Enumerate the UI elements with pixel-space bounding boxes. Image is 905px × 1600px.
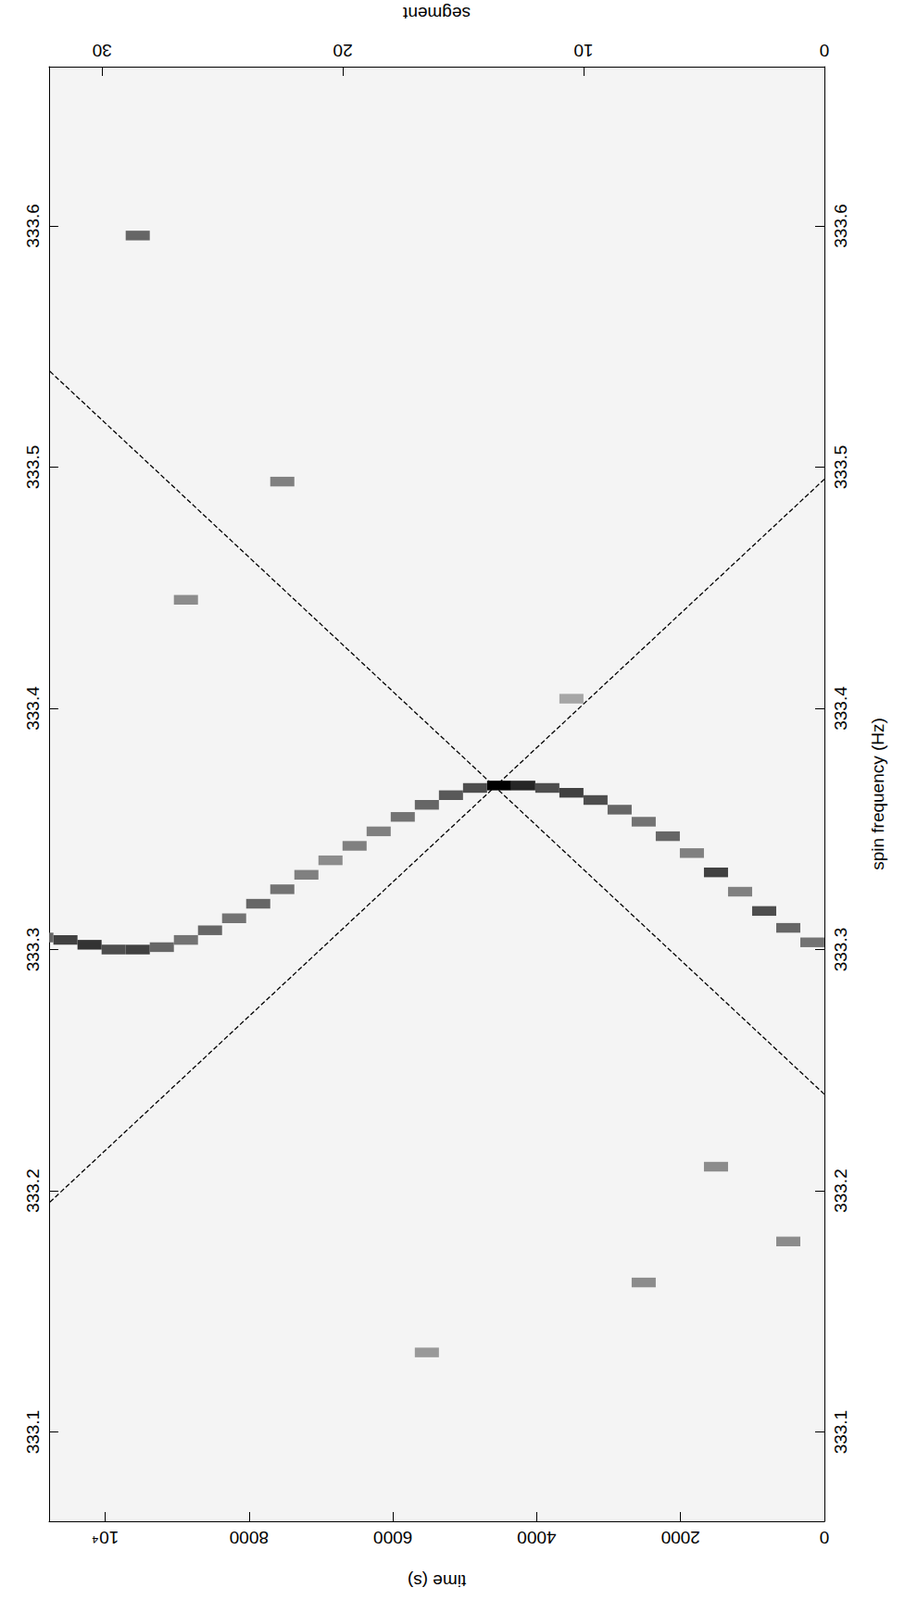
svg-text:6000: 6000 — [373, 1528, 413, 1548]
svg-text:333.3: 333.3 — [23, 928, 43, 973]
svg-text:spin frequency (Hz): spin frequency (Hz) — [867, 717, 888, 871]
svg-text:segment: segment — [402, 3, 471, 24]
svg-text:30: 30 — [92, 40, 113, 61]
svg-text:333.2: 333.2 — [830, 1168, 851, 1214]
svg-text:333.4: 333.4 — [23, 686, 43, 731]
svg-text:333.5: 333.5 — [830, 445, 851, 491]
svg-text:333.2: 333.2 — [23, 1168, 43, 1214]
svg-text:10: 10 — [573, 40, 593, 61]
svg-text:8000: 8000 — [229, 1528, 269, 1548]
svg-text:333.5: 333.5 — [23, 445, 43, 491]
svg-text:20: 20 — [333, 40, 353, 61]
svg-text:0: 0 — [819, 1528, 830, 1548]
svg-text:333.6: 333.6 — [830, 203, 851, 249]
svg-text:10⁴: 10⁴ — [91, 1528, 119, 1548]
svg-text:333.1: 333.1 — [830, 1410, 851, 1456]
svg-text:333.4: 333.4 — [830, 686, 851, 731]
svg-text:time (s): time (s) — [407, 1571, 466, 1592]
svg-text:333.6: 333.6 — [23, 203, 43, 249]
svg-text:0: 0 — [819, 40, 830, 61]
svg-text:4000: 4000 — [516, 1528, 556, 1548]
svg-text:2000: 2000 — [661, 1528, 701, 1548]
svg-text:333.3: 333.3 — [830, 928, 851, 973]
svg-text:333.1: 333.1 — [23, 1410, 43, 1456]
